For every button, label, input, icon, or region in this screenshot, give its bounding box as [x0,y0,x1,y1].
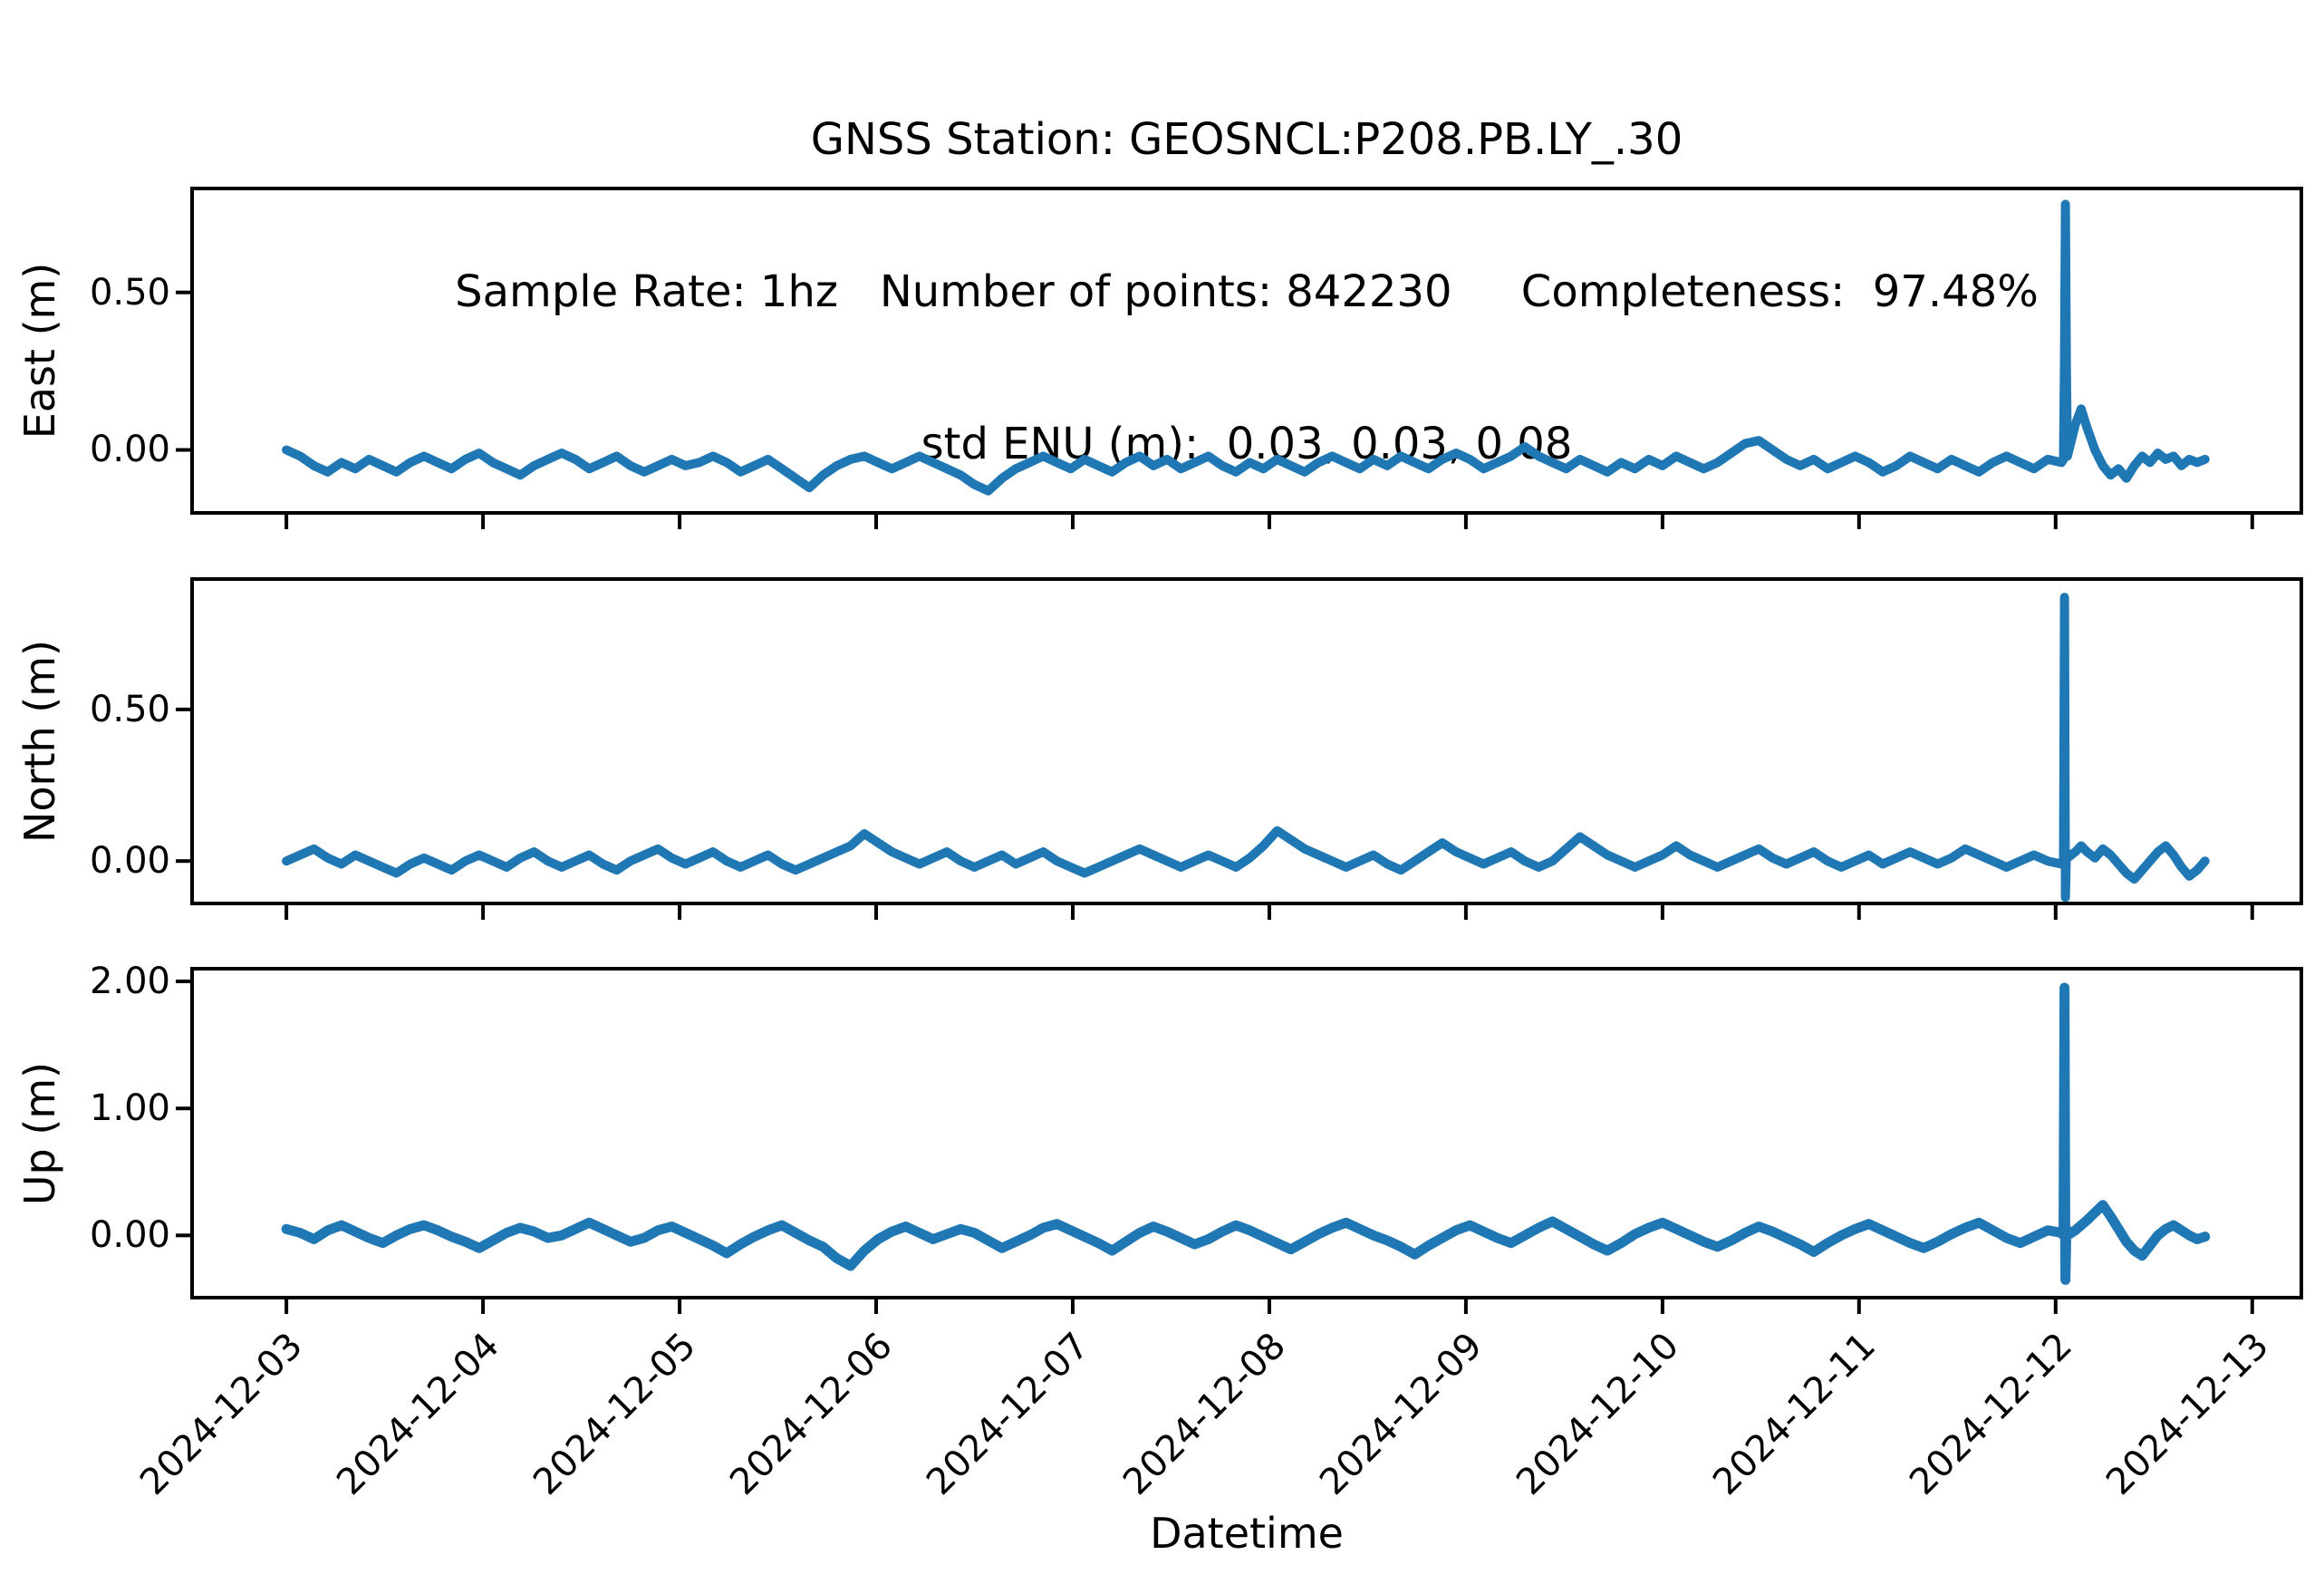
y-tick-label: 0.00 [89,1214,170,1256]
east-series-line [282,199,2210,496]
y-tick-label: 2.00 [89,961,170,1002]
title-line-stats: Sample Rate: 1hz Number of points: 84223… [455,266,2039,317]
chart-title: GNSS Station: GEOSNCL:P208.PB.LY_.30 Sam… [173,13,2320,571]
east-axes-frame [190,187,2303,515]
y-tick-label: 0.50 [89,272,170,314]
title-line-station: GNSS Station: GEOSNCL:P208.PB.LY_.30 [810,114,1683,165]
up-axes-frame [190,967,2303,1299]
north-subplot [176,577,2303,920]
y-tick-label: 0.00 [89,840,170,882]
y-tick-label: 1.00 [89,1087,170,1129]
y-axis-label-up: Up (m) [15,1061,64,1206]
y-tick-label: 0.50 [89,689,170,730]
north-series-line [282,593,2210,903]
east-subplot [176,187,2303,529]
north-axes-frame [190,577,2303,905]
x-axis-label: Datetime [1150,1509,1344,1558]
up-series-line [281,982,2211,1285]
up-subplot [176,967,2303,1314]
y-tick-label: 0.00 [89,429,170,470]
